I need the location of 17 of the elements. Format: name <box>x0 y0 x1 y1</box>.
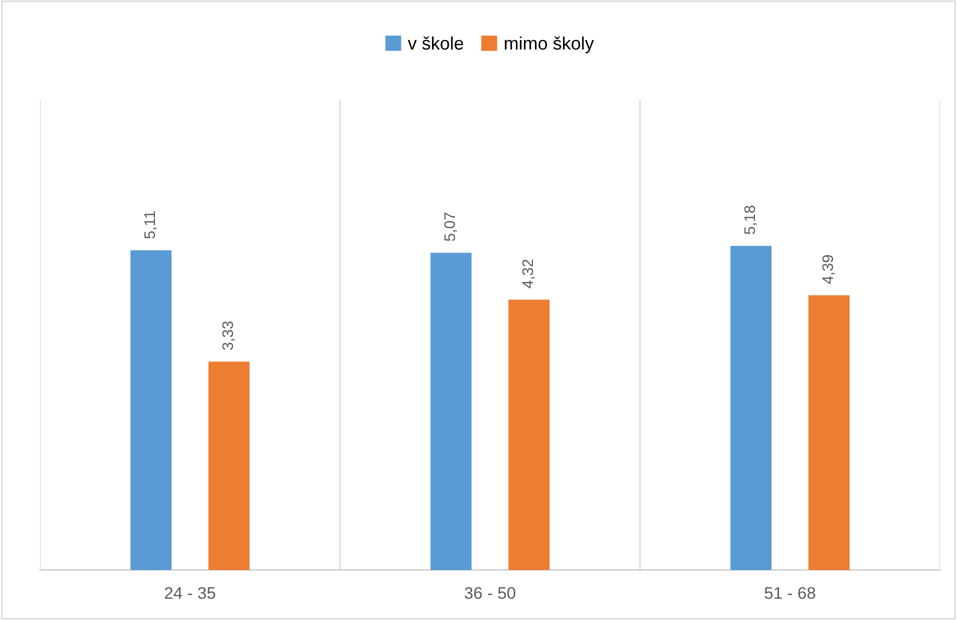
bar <box>808 295 850 570</box>
data-label: 5,11 <box>144 211 157 239</box>
x-tick-label: 24 - 35 <box>164 587 216 599</box>
data-label: 5,18 <box>744 206 757 234</box>
x-tick-label: 36 - 50 <box>464 587 516 599</box>
legend-label: mimo školy <box>504 36 594 54</box>
bar <box>430 252 472 570</box>
data-label: 4,32 <box>522 260 535 288</box>
data-label: 3,33 <box>222 321 235 350</box>
data-label: 4,39 <box>822 255 835 284</box>
legend-label: v škole <box>408 36 464 50</box>
bar <box>508 300 550 570</box>
bar <box>130 250 172 570</box>
data-label: 5,07 <box>444 212 457 242</box>
x-tick-label: 51 - 68 <box>764 587 816 599</box>
bar <box>730 246 772 570</box>
bar <box>208 362 250 570</box>
